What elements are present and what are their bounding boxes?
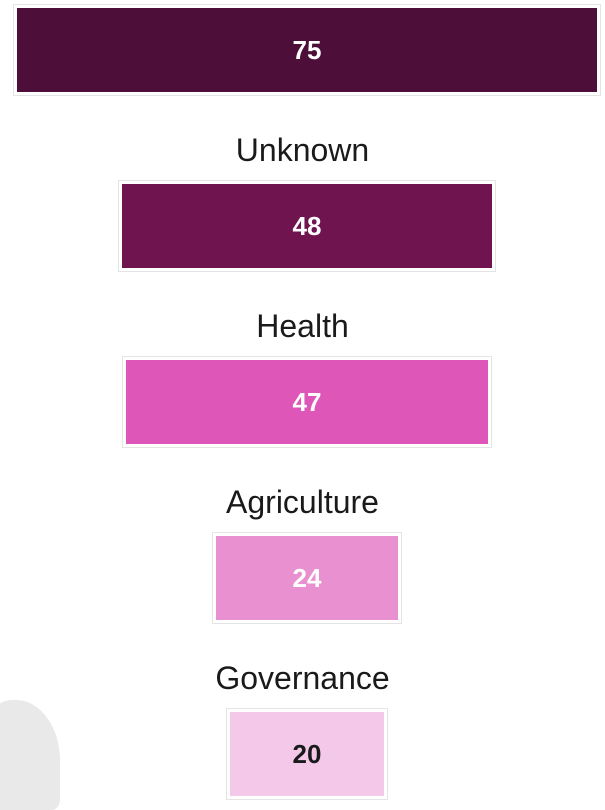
category-label: Agriculture: [226, 484, 379, 520]
funnel-bar: 47: [122, 356, 492, 448]
category-label: Governance: [215, 660, 390, 696]
funnel-bar: 75: [13, 4, 601, 96]
bar-value-label: 47: [292, 387, 322, 417]
bar-value-label: 75: [292, 35, 322, 65]
funnel-bar: 20: [226, 708, 388, 800]
category-label: Health: [256, 308, 349, 344]
category-label: Unknown: [235, 132, 370, 168]
funnel-bar: 24: [212, 532, 402, 624]
bar-value-label: 20: [292, 739, 322, 769]
bar-value-label: 24: [292, 563, 322, 593]
funnel-bar: 48: [118, 180, 496, 272]
bar-value-label: 48: [292, 211, 322, 241]
decorative-shape: [0, 700, 60, 810]
